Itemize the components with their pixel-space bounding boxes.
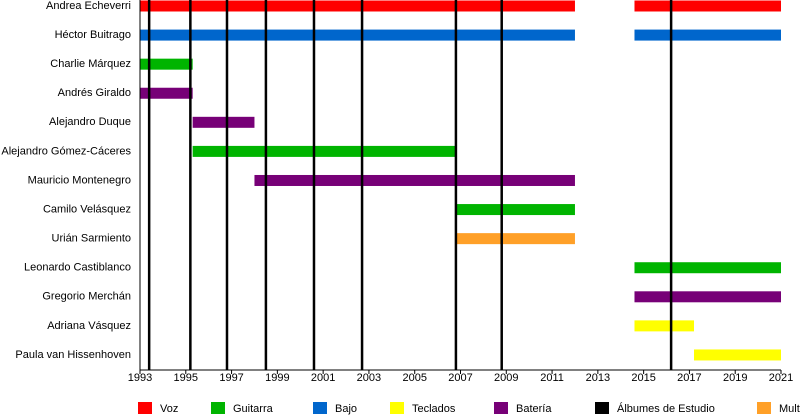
member-label: Adriana Vásquez: [47, 320, 131, 332]
x-tick-label: 2001: [311, 372, 335, 384]
member-bar: [140, 29, 575, 41]
x-tick-label: 2013: [586, 372, 610, 384]
member-bar: [192, 145, 456, 157]
member-bar: [634, 291, 781, 303]
legend-label: Multi: [779, 403, 800, 415]
member-label: Urián Sarmiento: [52, 233, 131, 245]
x-tick-label: 1993: [128, 372, 152, 384]
member-label: Mauricio Montenegro: [28, 174, 131, 186]
legend-label: Bajo: [335, 403, 357, 415]
legend-swatch: [313, 402, 327, 414]
x-tick-label: 2011: [540, 372, 564, 384]
member-label: Gregorio Merchán: [42, 291, 131, 303]
legend-label: Voz: [160, 403, 178, 415]
member-label: Alejandro Gómez-Cáceres: [1, 145, 131, 157]
x-tick-label: 1995: [174, 372, 198, 384]
member-bar: [634, 0, 781, 12]
legend-label: Álbumes de Estudio: [617, 402, 715, 415]
x-tick-label: 2021: [769, 372, 793, 384]
legend-swatch: [494, 402, 508, 414]
legend-label: Batería: [516, 403, 552, 415]
member-bar: [634, 29, 781, 41]
member-label: Leonardo Castiblanco: [24, 262, 131, 274]
x-tick-label: 1999: [265, 372, 289, 384]
legend-swatch: [390, 402, 404, 414]
member-label: Camilo Velásquez: [43, 203, 131, 215]
x-tick-label: 2003: [357, 372, 381, 384]
member-bar: [634, 262, 781, 274]
member-bar: [140, 0, 575, 12]
legend-label: Guitarra: [233, 403, 274, 415]
legend-swatch: [595, 402, 609, 414]
x-tick-label: 2005: [402, 372, 426, 384]
member-label: Andrea Echeverri: [46, 0, 131, 12]
member-bar: [254, 174, 575, 186]
member-bar: [455, 204, 575, 216]
legend-label: Teclados: [412, 403, 456, 415]
legend-swatch: [138, 402, 152, 414]
x-tick-label: 2019: [723, 372, 747, 384]
x-tick-label: 2007: [448, 372, 472, 384]
x-tick-label: 2009: [494, 372, 518, 384]
x-tick-label: 2017: [677, 372, 701, 384]
member-label: Andrés Giraldo: [58, 87, 131, 99]
member-bar: [140, 58, 193, 70]
x-tick-label: 2015: [631, 372, 655, 384]
legend-swatch: [211, 402, 225, 414]
member-bar: [455, 233, 575, 245]
member-bar: [192, 116, 255, 128]
legend-swatch: [757, 402, 771, 414]
member-bar: [694, 349, 781, 361]
x-tick-label: 1997: [219, 372, 243, 384]
member-bar: [634, 320, 695, 332]
member-bar: [140, 87, 193, 99]
member-label: Alejandro Duque: [49, 116, 131, 128]
member-label: Héctor Buitrago: [55, 29, 131, 41]
member-label: Charlie Márquez: [50, 58, 131, 70]
member-label: Paula van Hissenhoven: [15, 349, 131, 361]
